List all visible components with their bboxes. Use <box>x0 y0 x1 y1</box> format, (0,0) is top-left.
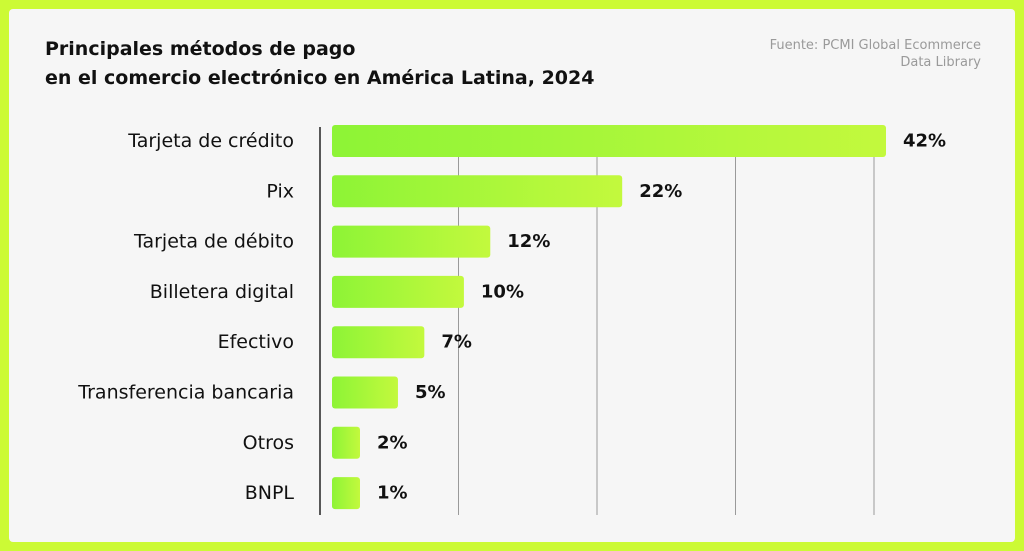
category-label-0: Tarjeta de crédito <box>127 130 294 152</box>
value-label-3: 10% <box>481 281 524 302</box>
source-note: Fuente: PCMI Global Ecommerce Data Libra… <box>641 37 981 71</box>
value-label-2: 12% <box>507 231 550 252</box>
value-label-4: 7% <box>441 332 472 353</box>
chart-title-line-2: en el comercio electrónico en América La… <box>45 67 595 89</box>
category-label-1: Pix <box>266 180 294 202</box>
source-note-line-2: Data Library <box>900 55 981 70</box>
category-label-6: Otros <box>243 432 294 454</box>
bar-2 <box>332 225 491 258</box>
category-label-4: Efectivo <box>218 331 294 353</box>
category-label-3: Billetera digital <box>150 281 294 303</box>
labels: Tarjeta de crédito 42% Pix 22% Tarjeta de dé… <box>77 130 946 504</box>
bar-1 <box>332 175 623 208</box>
chart-title-line-1: Principales métodos de pago <box>45 38 356 60</box>
bar-3 <box>332 275 464 308</box>
category-label-2: Tarjeta de débito <box>133 231 294 253</box>
bar-4 <box>332 326 425 359</box>
bar-5 <box>332 376 398 409</box>
source-note-line-1: Fuente: PCMI Global Ecommerce <box>769 38 981 53</box>
value-label-0: 42% <box>903 131 946 152</box>
category-label-5: Transferencia bancaria <box>77 382 294 404</box>
value-label-6: 2% <box>377 432 408 453</box>
value-label-5: 5% <box>415 382 446 403</box>
value-label-1: 22% <box>639 181 682 202</box>
chart-card <box>9 9 1015 542</box>
value-label-7: 1% <box>377 483 408 504</box>
bar-0 <box>332 125 886 157</box>
chart-title: Principales métodos de pago en el comerc… <box>45 35 685 93</box>
bar-7 <box>332 477 360 510</box>
category-label-7: BNPL <box>245 482 295 504</box>
bars <box>332 125 886 510</box>
bar-6 <box>332 426 360 459</box>
